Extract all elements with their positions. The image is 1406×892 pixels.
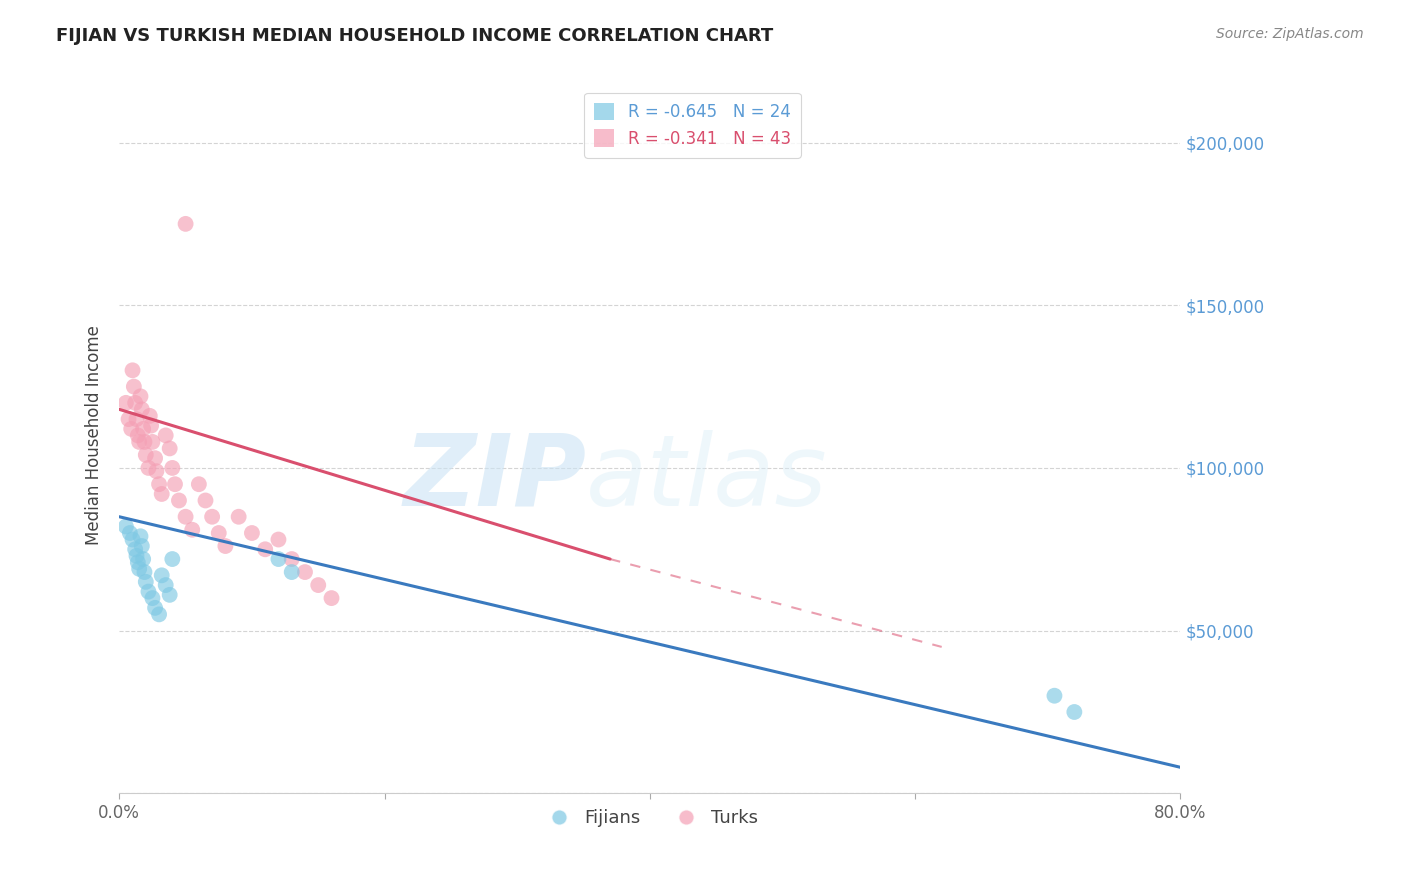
Point xyxy=(120,422,142,436)
Point xyxy=(125,549,148,563)
Point xyxy=(163,477,186,491)
Point xyxy=(121,363,143,377)
Point xyxy=(122,379,145,393)
Point xyxy=(155,578,177,592)
Point xyxy=(143,600,166,615)
Point xyxy=(280,565,302,579)
Point xyxy=(162,552,184,566)
Point xyxy=(135,574,157,589)
Point xyxy=(228,509,250,524)
Point xyxy=(115,396,138,410)
Point xyxy=(307,578,329,592)
Point xyxy=(131,539,153,553)
Point xyxy=(129,389,152,403)
Point xyxy=(214,539,236,553)
Point xyxy=(115,519,138,533)
Point xyxy=(132,422,155,436)
Text: ZIP: ZIP xyxy=(404,430,586,527)
Point xyxy=(174,509,197,524)
Point xyxy=(201,509,224,524)
Text: atlas: atlas xyxy=(586,430,828,527)
Point xyxy=(121,533,143,547)
Y-axis label: Median Household Income: Median Household Income xyxy=(86,326,103,545)
Point xyxy=(240,526,263,541)
Point xyxy=(145,464,167,478)
Point xyxy=(134,434,156,449)
Point xyxy=(128,562,150,576)
Point xyxy=(267,552,290,566)
Point xyxy=(280,552,302,566)
Text: Source: ZipAtlas.com: Source: ZipAtlas.com xyxy=(1216,27,1364,41)
Point xyxy=(117,412,139,426)
Point xyxy=(118,526,141,541)
Point xyxy=(208,526,231,541)
Point xyxy=(132,552,155,566)
Point xyxy=(159,588,181,602)
Point xyxy=(194,493,217,508)
Point xyxy=(131,402,153,417)
Point xyxy=(155,428,177,442)
Legend: Fijians, Turks: Fijians, Turks xyxy=(534,802,766,834)
Point xyxy=(139,418,162,433)
Point xyxy=(127,428,149,442)
Point xyxy=(139,409,162,423)
Point xyxy=(141,434,163,449)
Point xyxy=(138,584,160,599)
Point xyxy=(1043,689,1066,703)
Point xyxy=(254,542,277,557)
Point xyxy=(124,542,146,557)
Point xyxy=(150,487,173,501)
Point xyxy=(134,565,156,579)
Point xyxy=(143,451,166,466)
Point xyxy=(141,591,163,606)
Point xyxy=(187,477,209,491)
Point xyxy=(150,568,173,582)
Point xyxy=(129,529,152,543)
Text: FIJIAN VS TURKISH MEDIAN HOUSEHOLD INCOME CORRELATION CHART: FIJIAN VS TURKISH MEDIAN HOUSEHOLD INCOM… xyxy=(56,27,773,45)
Point xyxy=(148,607,170,622)
Point xyxy=(167,493,190,508)
Point xyxy=(159,442,181,456)
Point xyxy=(127,555,149,569)
Point xyxy=(138,461,160,475)
Point xyxy=(148,477,170,491)
Point xyxy=(174,217,197,231)
Point xyxy=(124,396,146,410)
Point xyxy=(294,565,316,579)
Point xyxy=(321,591,343,606)
Point xyxy=(125,412,148,426)
Point xyxy=(128,434,150,449)
Point xyxy=(267,533,290,547)
Point xyxy=(162,461,184,475)
Point xyxy=(1063,705,1085,719)
Point xyxy=(135,448,157,462)
Point xyxy=(181,523,204,537)
